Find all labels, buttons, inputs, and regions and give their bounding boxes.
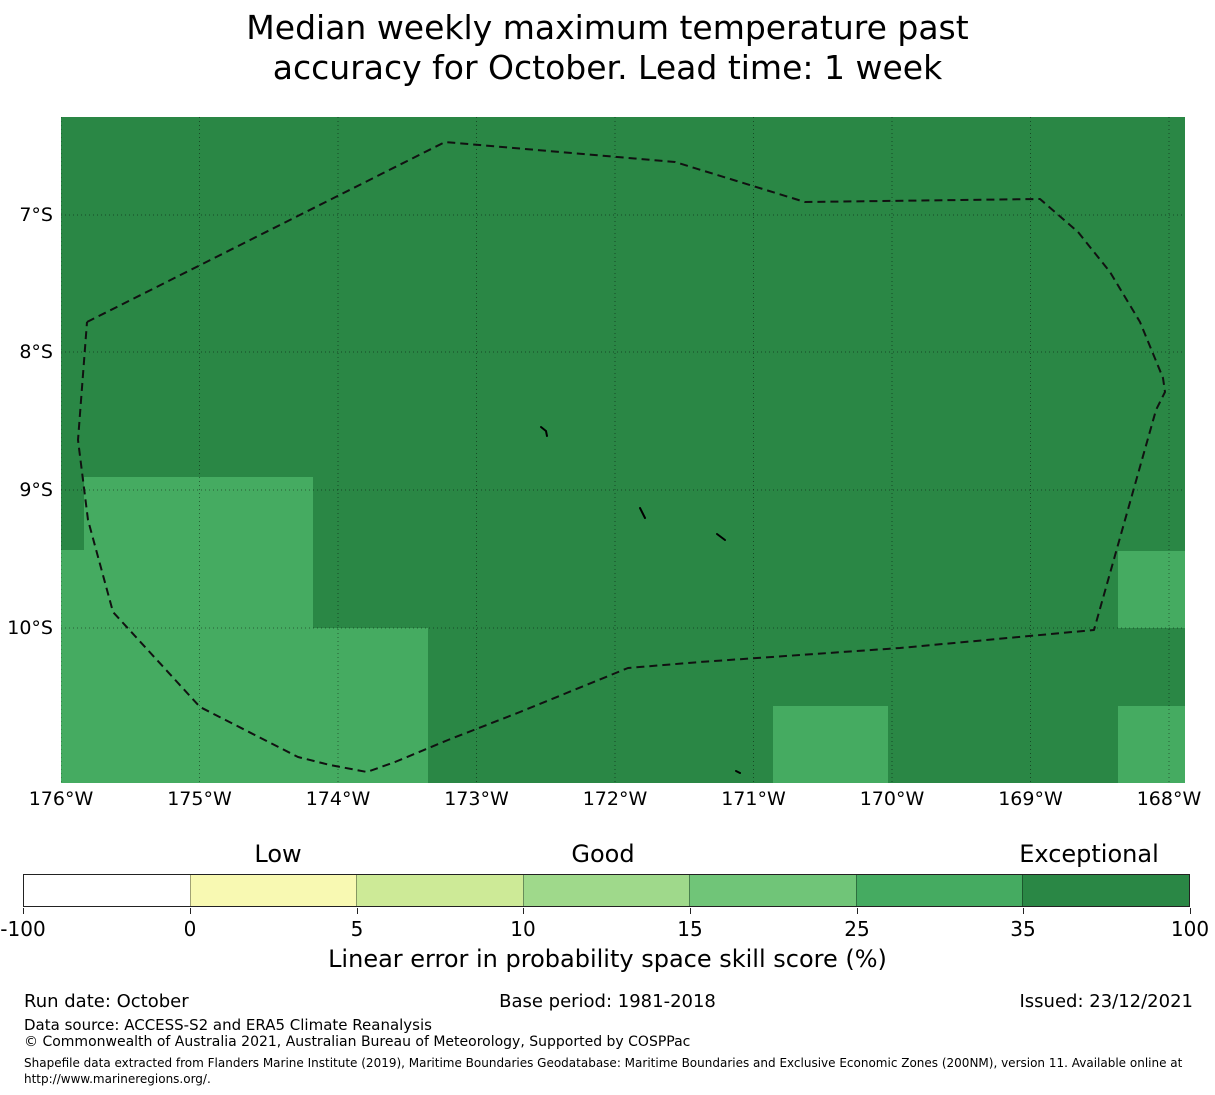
x-tick-label: 168°W — [1136, 788, 1202, 810]
colorbar-tick-mark — [857, 908, 858, 914]
x-tick-label: 172°W — [582, 788, 648, 810]
colorbar-segment — [24, 875, 190, 906]
colorbar-tick-label: -100 — [0, 917, 46, 941]
y-tick-label: 7°S — [19, 204, 53, 226]
shapefile-attribution-line2: http://www.marineregions.org/. — [24, 1072, 211, 1086]
colorbar-segment — [689, 875, 856, 906]
colorbar-tick-mark — [523, 908, 524, 914]
map-canvas — [61, 117, 1185, 783]
map-skill-patch — [1118, 706, 1185, 783]
colorbar — [23, 874, 1190, 907]
map-skill-patch — [61, 550, 84, 628]
colorbar-segment — [1022, 875, 1190, 906]
map-skill-patch — [773, 706, 888, 783]
y-tick-label: 9°S — [19, 479, 53, 501]
map-skill-patch — [84, 477, 313, 628]
colorbar-segment — [356, 875, 523, 906]
colorbar-tick-mark — [690, 908, 691, 914]
colorbar-tick-label: 10 — [510, 917, 536, 941]
colorbar-segment — [189, 875, 357, 906]
chart-title-line2: accuracy for October. Lead time: 1 week — [272, 48, 943, 87]
shapefile-attribution-line1: Shapefile data extracted from Flanders M… — [24, 1056, 1183, 1070]
chart-title: Median weekly maximum temperature past a… — [0, 8, 1215, 88]
colorbar-tick-mark — [1023, 908, 1024, 914]
y-tick-label: 10°S — [7, 617, 53, 639]
map-skill-patch — [61, 628, 428, 783]
x-tick-label: 173°W — [444, 788, 509, 810]
island-mark — [735, 770, 741, 774]
colorbar-tick-label: 5 — [350, 917, 364, 941]
data-source-text: Data source: ACCESS-S2 and ERA5 Climate … — [24, 1016, 432, 1034]
colorbar-tick-label: 25 — [844, 917, 870, 941]
eez-boundary-line — [77, 141, 1166, 773]
colorbar-tick-label: 15 — [677, 917, 703, 941]
y-tick-label: 8°S — [19, 341, 53, 363]
copyright-text: © Commonwealth of Australia 2021, Austra… — [24, 1034, 691, 1050]
island-mark — [639, 507, 646, 519]
map-skill-patch — [1118, 551, 1185, 628]
colorbar-tick-mark — [357, 908, 358, 914]
x-tick-label: 170°W — [859, 788, 925, 810]
colorbar-category-label: Low — [254, 840, 302, 868]
colorbar-segment — [522, 875, 690, 906]
colorbar-category-label: Good — [571, 840, 635, 868]
colorbar-segment — [855, 875, 1023, 906]
x-tick-label: 176°W — [28, 788, 94, 810]
map-plot — [61, 117, 1185, 783]
x-tick-label: 171°W — [721, 788, 786, 810]
colorbar-tick-mark — [1190, 908, 1191, 914]
chart-title-line1: Median weekly maximum temperature past — [246, 8, 969, 47]
base-period-text: Base period: 1981-2018 — [499, 991, 716, 1012]
colorbar-tick-label: 100 — [1170, 917, 1210, 941]
island-mark — [540, 426, 548, 437]
colorbar-axis-label: Linear error in probability space skill … — [328, 945, 887, 973]
run-date-text: Run date: October — [24, 991, 189, 1012]
colorbar-tick-mark — [23, 908, 24, 914]
issued-date-text: Issued: 23/12/2021 — [1019, 991, 1193, 1012]
colorbar-category-label: Exceptional — [1019, 840, 1159, 868]
island-mark — [716, 533, 726, 541]
x-tick-label: 169°W — [998, 788, 1063, 810]
x-tick-label: 175°W — [167, 788, 232, 810]
colorbar-tick-label: 35 — [1010, 917, 1036, 941]
x-tick-label: 174°W — [305, 788, 371, 810]
colorbar-tick-label: 0 — [183, 917, 197, 941]
colorbar-tick-mark — [190, 908, 191, 914]
